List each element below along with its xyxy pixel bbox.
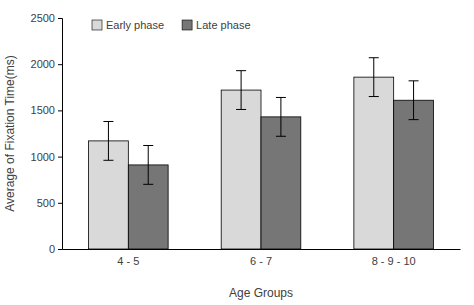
- y-tick: 1000: [31, 151, 62, 163]
- y-tick-mark: [58, 203, 62, 204]
- error-bar: [236, 71, 246, 110]
- legend-label: Early phase: [106, 19, 164, 31]
- y-tick-mark: [58, 249, 62, 250]
- error-bar-cap: [276, 97, 286, 98]
- error-bar: [369, 58, 379, 97]
- y-tick-mark: [58, 18, 62, 19]
- error-bar-stem: [241, 71, 242, 110]
- error-bar: [276, 97, 286, 136]
- error-bar: [103, 121, 113, 160]
- x-tick: 6 - 7: [250, 255, 272, 267]
- x-tick: 4 - 5: [117, 255, 139, 267]
- error-bar-cap: [409, 119, 419, 120]
- error-bar-cap: [236, 70, 246, 71]
- y-tick: 0: [49, 243, 62, 255]
- y-tick-label: 500: [37, 197, 55, 209]
- x-tick-label: 4 - 5: [117, 255, 139, 267]
- bar: [261, 117, 301, 249]
- error-bar-cap: [369, 96, 379, 97]
- y-tick-label: 1000: [31, 151, 55, 163]
- chart: 0 500 1000 1500 2000 2500 4 - 5 6 - 7 8 - 9 - 10…: [0, 0, 474, 305]
- legend-label: Late phase: [196, 19, 250, 31]
- bar: [394, 100, 434, 249]
- error-bar-stem: [108, 121, 109, 160]
- x-tick: 8 - 9 - 10: [372, 255, 416, 267]
- error-bar-stem: [413, 81, 414, 120]
- y-axis-title: Average of Fixation Time(ms): [3, 55, 17, 212]
- y-tick: 1500: [31, 104, 62, 116]
- y-tick: 2000: [31, 58, 62, 70]
- bar: [354, 77, 394, 249]
- series: [89, 58, 394, 249]
- error-bar-stem: [280, 97, 281, 136]
- error-bar-cap: [143, 145, 153, 146]
- y-tick-mark: [58, 157, 62, 158]
- y-tick-label: 1500: [31, 104, 55, 116]
- bar: [221, 90, 261, 249]
- legend-swatch: [182, 20, 192, 30]
- error-bar-cap: [236, 109, 246, 110]
- error-bar-cap: [369, 57, 379, 58]
- marks: [89, 58, 434, 249]
- legend: Early phase Late phase: [92, 19, 251, 31]
- error-bar: [143, 146, 153, 185]
- error-bar: [409, 81, 419, 120]
- legend-item: Late phase: [182, 19, 250, 31]
- y-tick-mark: [58, 64, 62, 65]
- x-axis: 4 - 5 6 - 7 8 - 9 - 10: [63, 250, 461, 267]
- x-axis-line: [63, 249, 461, 250]
- legend-swatch: [92, 20, 102, 30]
- error-bar-cap: [409, 80, 419, 81]
- x-tick-label: 8 - 9 - 10: [372, 255, 416, 267]
- y-axis-line: [58, 19, 63, 250]
- plot: 0 500 1000 1500 2000 2500 4 - 5 6 - 7 8 - 9 - 10…: [31, 12, 461, 267]
- y-tick-label: 0: [49, 243, 55, 255]
- y-tick-label: 2500: [31, 12, 55, 24]
- y-tick-mark: [58, 110, 62, 111]
- error-bar-cap: [103, 121, 113, 122]
- x-axis-title: Age Groups: [229, 286, 293, 300]
- error-bar-cap: [103, 160, 113, 161]
- error-bar-cap: [276, 136, 286, 137]
- error-bar-stem: [148, 146, 149, 185]
- y-tick-label: 2000: [31, 58, 55, 70]
- y-tick: 500: [37, 197, 62, 209]
- series: [128, 81, 433, 249]
- error-bar-stem: [373, 58, 374, 97]
- error-bar-cap: [143, 184, 153, 185]
- y-axis: 0 500 1000 1500 2000 2500: [31, 12, 63, 255]
- y-tick: 2500: [31, 12, 62, 24]
- legend-item: Early phase: [92, 19, 164, 31]
- x-tick-label: 6 - 7: [250, 255, 272, 267]
